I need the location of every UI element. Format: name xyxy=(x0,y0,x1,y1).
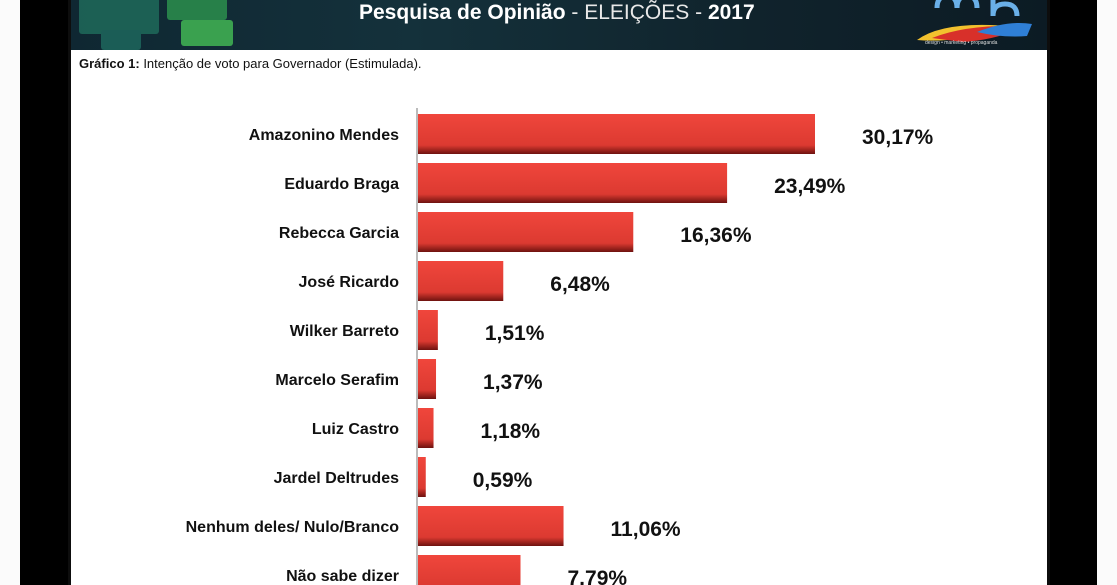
bar xyxy=(418,310,438,350)
category-label: Jardel Deltrudes xyxy=(274,470,399,487)
category-label: Amazonino Mendes xyxy=(249,127,399,144)
category-label: Não sabe dizer xyxy=(286,568,399,585)
value-label: 7,79% xyxy=(568,567,628,585)
value-label: 1,18% xyxy=(481,420,541,443)
category-label: Wilker Barreto xyxy=(290,323,399,340)
value-label: 23,49% xyxy=(774,175,846,198)
bar-chart: Amazonino Mendes 30,17% Eduardo Braga 23,49… xyxy=(186,108,934,585)
bar xyxy=(418,261,504,301)
value-label: 30,17% xyxy=(862,126,934,149)
chart-caption: Gráfico 1: Intenção de voto para Governa… xyxy=(79,56,422,71)
caption-text: Intenção de voto para Governador (Estimu… xyxy=(143,56,422,71)
value-label: 11,06% xyxy=(611,518,681,541)
banner-decoration xyxy=(181,20,233,46)
banner-decoration xyxy=(79,0,159,34)
bar xyxy=(418,506,564,546)
value-label: 6,48% xyxy=(550,273,610,296)
bar xyxy=(418,212,634,252)
value-label: 0,59% xyxy=(473,469,533,492)
category-label: Marcelo Serafim xyxy=(275,372,399,389)
banner-decoration xyxy=(167,0,227,20)
category-label: Nenhum deles/ Nulo/Branco xyxy=(186,519,400,536)
title-year: 2017 xyxy=(707,1,755,24)
bar xyxy=(418,359,437,399)
page-title: Pesquisa de Opinião - ELEIÇÕES - 2017 xyxy=(359,0,755,26)
title-main: Pesquisa de Opinião xyxy=(359,1,566,24)
category-label: Rebecca Garcia xyxy=(279,225,399,242)
title-separator: - ELEIÇÕES - xyxy=(571,1,703,24)
logo-tagline: design • marketing • propaganda xyxy=(925,40,998,46)
right-margin xyxy=(1097,0,1117,585)
value-label: 16,36% xyxy=(680,224,752,247)
header-banner: Pesquisa de Opinião - ELEIÇÕES - 2017 de… xyxy=(71,0,1047,50)
category-label: José Ricardo xyxy=(299,274,400,291)
category-label: Eduardo Braga xyxy=(284,176,399,193)
company-logo-icon xyxy=(917,0,1032,42)
value-label: 1,51% xyxy=(485,322,545,345)
value-label: 1,37% xyxy=(483,371,543,394)
bar xyxy=(418,114,815,154)
bar xyxy=(418,457,426,497)
left-margin xyxy=(0,0,20,585)
caption-prefix: Gráfico 1: xyxy=(79,56,140,71)
category-label: Luiz Castro xyxy=(312,421,399,438)
bar xyxy=(418,408,434,448)
report-page: Pesquisa de Opinião - ELEIÇÕES - 2017 de… xyxy=(68,0,1050,585)
banner-decoration xyxy=(101,30,141,50)
bar xyxy=(418,163,728,203)
bar xyxy=(418,555,521,585)
